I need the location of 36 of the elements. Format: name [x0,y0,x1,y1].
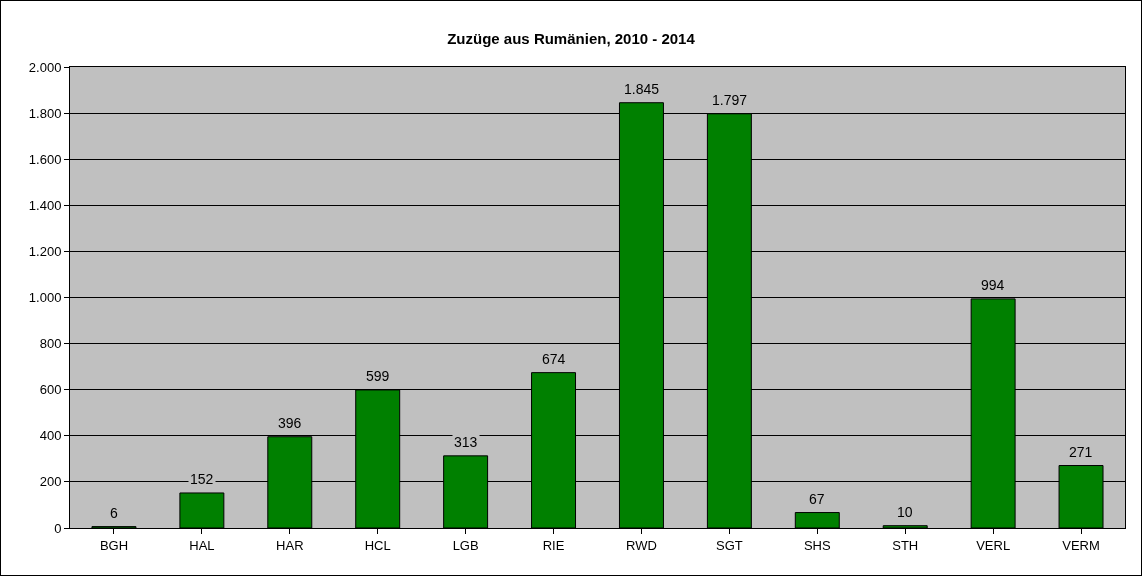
data-label: 1.845 [624,81,660,97]
x-tick-label: BGH [99,537,129,553]
x-tick-label: HAR [276,537,304,553]
x-tick-label: VERM [1062,537,1100,553]
y-tick-label: 800 [39,336,62,352]
data-label: 396 [278,415,302,431]
data-label: 674 [542,351,566,367]
x-tick-label: VERL [976,537,1011,553]
data-label: 313 [454,434,478,450]
data-label: 6 [110,505,118,521]
y-tick-label: 600 [39,382,62,398]
y-tick-label: 400 [39,428,62,444]
y-tick-label: 1.800 [28,105,62,121]
y-tick-label: 1.000 [28,290,62,306]
y-tick-label: 2.000 [28,59,62,75]
x-tick-label: RIE [542,537,565,553]
x-tick-label: HAL [189,537,215,553]
y-tick-label: 1.400 [28,197,62,213]
data-label: 67 [809,491,825,507]
data-label: 994 [981,277,1005,293]
x-tick-label: SHS [803,537,831,553]
data-label: 10 [897,504,913,520]
x-tick-label: RWD [626,537,657,553]
x-tick-label: STH [892,537,919,553]
chart-title: Zuzüge aus Rumänien, 2010 - 2014 [447,29,696,47]
y-tick-label: 1.600 [28,151,62,167]
y-tick-label: 200 [39,474,62,490]
data-label: 271 [1069,444,1093,460]
data-label: 599 [366,368,390,384]
y-tick-label: 0 [54,520,62,536]
data-label: 152 [190,471,214,487]
x-tick-label: LGB [452,537,479,553]
x-tick-label: HCL [364,537,391,553]
data-label: 1.797 [712,92,748,108]
x-tick-label: SGT [716,537,743,553]
y-tick-label: 1.200 [28,243,62,259]
